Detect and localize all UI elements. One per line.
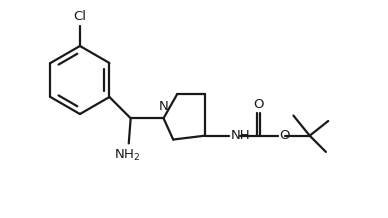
Text: O: O bbox=[279, 129, 290, 142]
Text: NH$_2$: NH$_2$ bbox=[114, 148, 140, 163]
Text: NH: NH bbox=[231, 129, 250, 142]
Text: N: N bbox=[159, 100, 168, 113]
Text: Cl: Cl bbox=[73, 10, 87, 23]
Text: O: O bbox=[253, 97, 263, 111]
